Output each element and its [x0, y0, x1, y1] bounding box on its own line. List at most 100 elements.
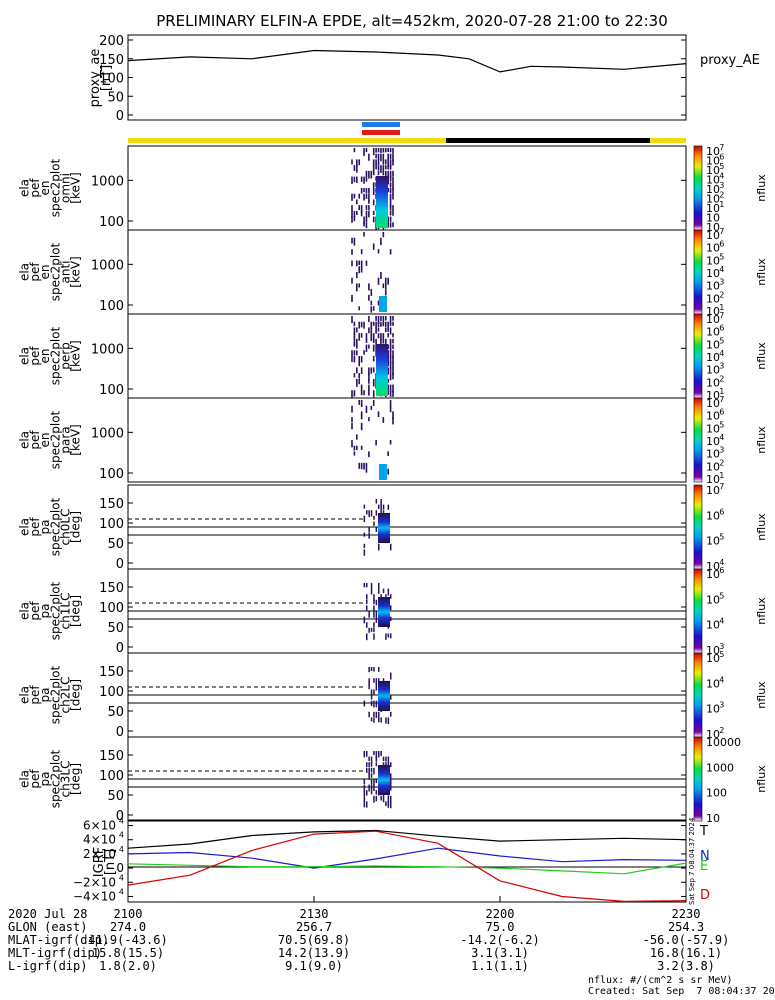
footer-row-value: 2230 [671, 907, 701, 921]
proxy-ae-yticks: 200 150 100 50 0 [99, 34, 686, 124]
energy-pixel [389, 350, 392, 358]
pa-pixel [382, 756, 385, 762]
pa-pixel [363, 616, 366, 624]
energy-pixel [387, 216, 389, 225]
colorbar-tick-label: 10 [706, 155, 720, 168]
energy-pixel [387, 468, 389, 475]
pa-core [378, 597, 390, 627]
energy-pixel [372, 400, 375, 406]
energy-pixel [389, 205, 392, 211]
colorbar-tick-exponent: 6 [719, 324, 724, 333]
energy-pixel [382, 283, 385, 289]
pa-tick-label: 0 [116, 809, 124, 824]
energy-pixel [370, 327, 373, 335]
footer-row-label: GLON (east) [8, 920, 88, 934]
energy-pixel [358, 361, 361, 367]
pa-pixel [387, 795, 390, 803]
energy-pixel [351, 390, 353, 398]
energy-pixel [353, 327, 356, 335]
energy-pixel [387, 344, 389, 350]
pa-ylabel-line: [deg] [69, 763, 83, 795]
pa-pixel [373, 515, 375, 520]
energy-pixel [353, 193, 356, 199]
energy-pixel [358, 193, 361, 199]
ae-tick-label: 50 [107, 90, 124, 105]
pa-pixel [373, 622, 375, 628]
colorbar-tick-label: 10 [706, 619, 720, 632]
energy-pixel [370, 306, 373, 313]
pa-pixel [390, 543, 392, 551]
energy-pixel [351, 205, 353, 212]
igrf-tick-label: 6×10 [83, 819, 116, 833]
footer-row-value: 2100 [113, 907, 143, 921]
energy-pixel [353, 210, 356, 218]
pa-ylabel-line: spec2plot [48, 497, 62, 556]
energy-pixel [387, 451, 389, 457]
colorbar-tick-exponent: 3 [719, 278, 724, 287]
energy-pixel [360, 367, 363, 374]
energy-pixel [387, 159, 389, 166]
energy-tick-label: 100 [99, 299, 124, 314]
igrf-tick-exponent: 4 [119, 887, 124, 896]
energy-pixel [372, 321, 375, 326]
pa-pixel [387, 633, 390, 638]
pa-pixel [363, 751, 366, 758]
energy-pixel [353, 451, 356, 456]
pa-pixel [378, 588, 380, 594]
igrf-yticks: 6×10 44×10 42×10 40−2×10 4−4×10 4 [73, 817, 686, 903]
energy-pixel [372, 344, 375, 352]
footer-row-value: 256.7 [295, 920, 333, 934]
pa-pixel [370, 756, 373, 764]
pa-pixel [370, 767, 373, 773]
pa-pixel [373, 795, 375, 803]
energy-ylabel-line: pef [28, 178, 42, 198]
pa-tick-label: 0 [116, 725, 124, 740]
colorbar-tick-label: 10 [706, 593, 720, 606]
pa-pixel [375, 762, 378, 767]
energy-pixel [372, 182, 375, 189]
colorbar-7: 10000 1000 100 10 nflux [693, 736, 768, 825]
colorbar-tick-exponent: 3 [719, 642, 724, 651]
energy-ylabel-line: para [59, 426, 73, 453]
energy-pixel [351, 159, 353, 165]
pa-pixel [378, 711, 380, 719]
colorbar-label: nflux [755, 258, 768, 286]
pa-pixel [370, 689, 373, 695]
colorbar-gradient [693, 145, 703, 231]
energy-pixel [392, 159, 394, 166]
colorbar-tick-exponent: 4 [719, 558, 724, 567]
pa-ylabel-line: ela [18, 518, 32, 536]
energy-pixel [351, 176, 353, 185]
energy-pixel [365, 222, 368, 229]
energy-pixel [358, 378, 361, 385]
energy-pixel [387, 153, 389, 160]
legend-E: E [700, 859, 708, 874]
energy-pixel [360, 266, 363, 273]
colorbar-tick-label: 10 [706, 652, 720, 665]
pa-pixel [370, 588, 373, 595]
colorbar-tick-label: 10 [706, 703, 720, 716]
energy-pixel [368, 193, 370, 202]
pa-ylabel-line: pa [38, 772, 52, 787]
energy-pixel [377, 333, 380, 339]
colorbar-tick-label: 10 [706, 242, 720, 255]
footer-row-value: 3.1(3.1) [471, 946, 529, 960]
energy-pixel [384, 148, 387, 153]
colorbar-label: nflux [755, 174, 768, 202]
energy-pixel [380, 316, 382, 321]
energy-pixel [382, 165, 385, 172]
energy-panel-frame [127, 229, 687, 315]
energy-ylabel-line: ela [18, 179, 32, 197]
footer-row-value: 2130 [299, 907, 329, 921]
energy-pixel [360, 390, 363, 396]
energy-pixel [356, 176, 358, 183]
proxy-ae-ylabel: proxy_ae[nT] [88, 49, 114, 108]
energy-pixel [392, 148, 394, 154]
pa-pixel [390, 672, 392, 680]
energy-pixel [372, 390, 375, 398]
energy-pixel [389, 210, 392, 216]
energy-pixel [363, 176, 365, 184]
energy-pixel [370, 289, 373, 296]
